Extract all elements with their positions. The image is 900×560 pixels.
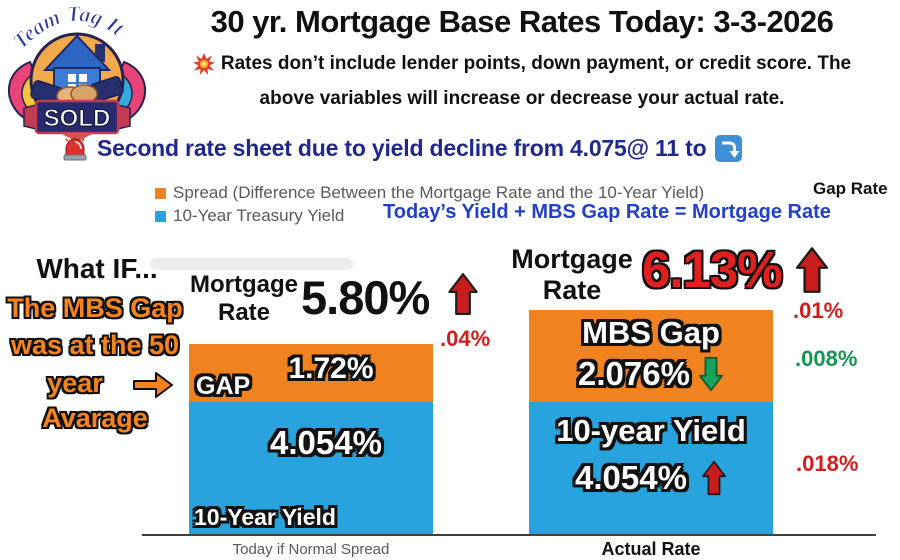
disclaimer-line1: Rates don’t include lender points, down … (220, 53, 852, 74)
right-bar-yield-segment: 10-year Yield 4.054% (529, 402, 773, 534)
right-total-up-arrow-icon (796, 247, 828, 293)
right-total-change: .01% (793, 298, 844, 323)
x-axis-line (142, 534, 876, 536)
siren-icon (63, 136, 87, 160)
rate-formula: Today’s Yield + MBS Gap Rate = Mortgage … (383, 201, 831, 223)
left-axis-label: Today if Normal Spread (232, 541, 390, 558)
gap-down-arrow-icon (698, 356, 723, 392)
rate-alert: Second rate sheet due to yield decline f… (62, 135, 743, 162)
what-if-line2: was at the 50 (10, 330, 180, 360)
left-yield-value: 4.054% (270, 424, 382, 461)
spread-swatch-icon (155, 187, 166, 199)
left-bar-gap-segment: GAP 1.72% (189, 344, 433, 402)
left-total-up-arrow-icon (448, 273, 478, 315)
left-bar-title: Mortgage Rate (190, 271, 298, 326)
right-gap-label: MBS Gap (582, 315, 720, 350)
what-if-line1: The MBS Gap (7, 293, 183, 323)
page-title: 30 yr. Mortgage Base Rates Today: 3-3-20… (210, 4, 834, 39)
disclaimer-line2: above variables will increase or decreas… (259, 87, 785, 109)
right-yield-value: 4.054% (575, 459, 687, 496)
left-gap-value: 1.72% (288, 352, 374, 385)
spread-label: Spread (Difference Between the Mortgage … (173, 183, 705, 202)
right-bar-title: Mortgage Rate (511, 244, 633, 306)
legend-spread: Spread (Difference Between the Mortgage … (155, 183, 704, 203)
left-yield-label: 10-Year Yield (194, 504, 336, 530)
left-bar-total: 5.80% (301, 271, 430, 324)
right-gap-value: 2.076% (578, 355, 690, 392)
sold-banner: SOLD (23, 99, 131, 142)
right-arrow-icon (133, 372, 173, 398)
gap-rate-label: Gap Rate (813, 179, 888, 198)
right-gap-change: .008% (795, 346, 858, 371)
treasury-swatch-icon (155, 210, 166, 222)
arrow-curve-down-icon (715, 135, 743, 162)
left-gap-label: GAP (196, 372, 251, 400)
disclaimer: Rates don’t include lender points, down … (150, 50, 894, 113)
explosion-icon (192, 53, 215, 76)
alert-text: Second rate sheet due to yield decline f… (97, 135, 707, 161)
sold-text: SOLD (44, 105, 111, 132)
treasury-label: 10-Year Treasury Yield (173, 206, 345, 225)
what-if-line4: Avarage (42, 403, 148, 433)
yield-up-arrow-icon (701, 460, 726, 496)
what-if-line3: year (47, 368, 103, 398)
left-bar-yield-segment: 4.054% 10-Year Yield (189, 402, 433, 534)
left-total-change: .04% (440, 326, 491, 351)
team-tag-it-logo: SOLD Team Tag It (7, 0, 146, 142)
right-yield-label: 10-year Yield (556, 413, 746, 448)
what-if-heading: What IF... (36, 253, 158, 284)
faded-strip (150, 258, 353, 270)
right-bar-gap-segment: MBS Gap 2.076% (529, 310, 773, 402)
right-yield-change: .018% (796, 451, 859, 476)
right-bar-total: 6.13% (642, 241, 783, 298)
legend-treasury: 10-Year Treasury Yield (155, 206, 344, 226)
right-axis-label: Actual Rate (601, 539, 701, 559)
